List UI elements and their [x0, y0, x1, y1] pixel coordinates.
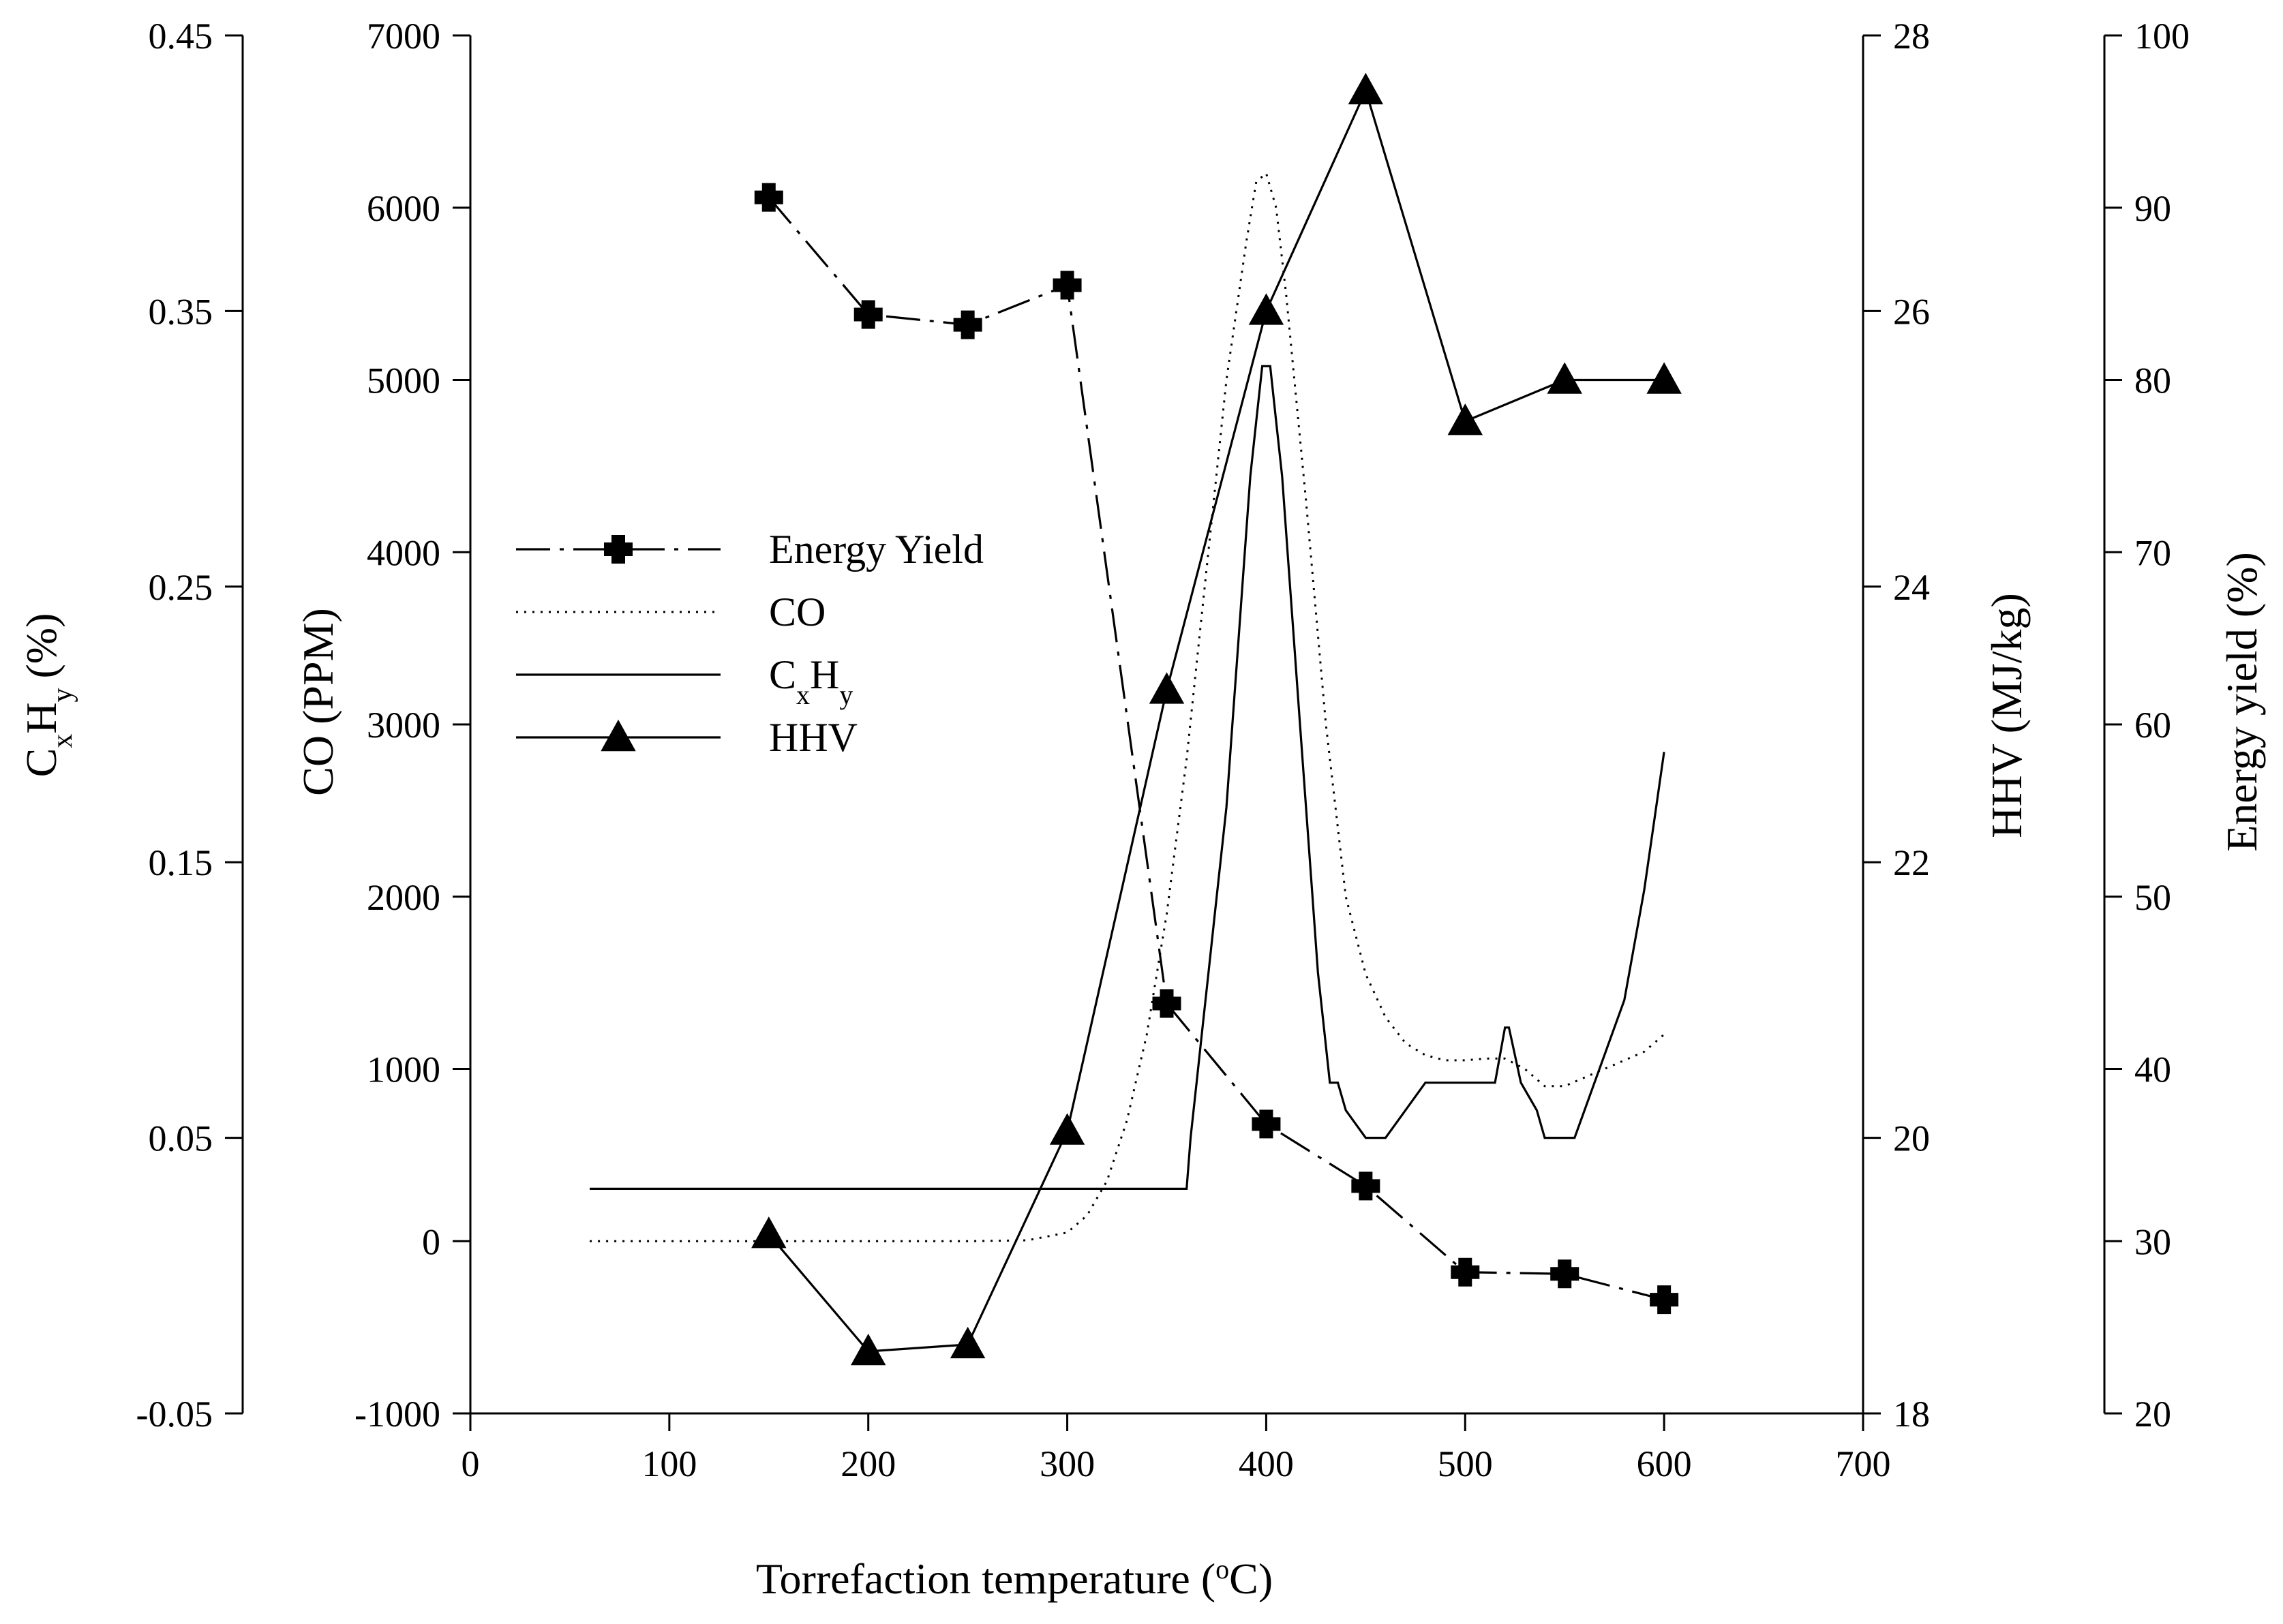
co-tick-label: 3000 — [367, 705, 440, 746]
energy_yield-tick-label: 30 — [2134, 1221, 2171, 1262]
energy-yield-marker — [1650, 1285, 1679, 1315]
x-tick-label: 700 — [1836, 1443, 1891, 1484]
energy_yield-tick-label: 80 — [2134, 361, 2171, 401]
energy-yield-marker — [754, 183, 783, 212]
cxhy-tick-label: 0.15 — [149, 842, 213, 883]
hhv-tick-label: 22 — [1893, 842, 1930, 883]
x-tick-label: 100 — [641, 1443, 697, 1484]
x-tick-label: 200 — [841, 1443, 896, 1484]
energy-yield-marker — [853, 300, 883, 329]
x-tick-label: 500 — [1438, 1443, 1493, 1484]
x-tick-label: 300 — [1040, 1443, 1095, 1484]
legend: Energy Yield CO CxHy HHV — [516, 527, 984, 760]
cxhy-axis-title: CxHy(%) — [17, 613, 78, 778]
energy_yield-tick-label: 50 — [2134, 877, 2171, 918]
cxhy-tick-label: 0.35 — [149, 291, 213, 332]
hhv-tick-label: 28 — [1893, 16, 1930, 57]
cxhy-tick-label: 0.45 — [149, 16, 213, 57]
energy-yield-marker — [953, 310, 982, 339]
series-group — [590, 72, 1682, 1366]
cxhy-tick-label: 0.05 — [149, 1118, 213, 1159]
series-hhv — [751, 72, 1682, 1366]
series-co — [590, 171, 1665, 1242]
co-axis-title: CO (PPM) — [294, 608, 342, 796]
hhv-marker — [1547, 362, 1582, 394]
hhv-marker — [851, 1333, 886, 1366]
legend-marker-energy_yield — [604, 535, 633, 564]
legend-item-energy_yield: Energy Yield — [516, 527, 984, 572]
hhv-marker — [1149, 672, 1185, 704]
legend-label-co: CO — [769, 589, 826, 634]
energy_yield-tick-label: 90 — [2134, 188, 2171, 229]
energy-yield-marker — [1152, 989, 1181, 1018]
hhv-marker — [1348, 72, 1384, 105]
co-tick-label: 7000 — [367, 16, 440, 57]
co-tick-label: 1000 — [367, 1050, 440, 1090]
co-tick-label: 4000 — [367, 532, 440, 573]
hhv-marker — [1447, 403, 1483, 435]
co-tick-label: -1000 — [354, 1394, 440, 1435]
co-tick-label: 0 — [422, 1221, 440, 1262]
co-tick-label: 6000 — [367, 188, 440, 229]
hhv-marker — [751, 1216, 787, 1248]
energy-yield-marker — [1451, 1257, 1480, 1287]
energy-yield-marker — [1550, 1259, 1579, 1289]
energy-yield-axis-title: Energy yield (%) — [2218, 552, 2266, 852]
energy_yield-tick-label: 40 — [2134, 1050, 2171, 1090]
energy-yield-line — [768, 196, 1665, 1301]
legend-marker-hhv — [601, 719, 636, 752]
x-tick-label: 600 — [1637, 1443, 1692, 1484]
axes-group: 0 100 200 300 400 500 600 700-0.050.050.150.250… — [136, 16, 2190, 1484]
x-axis-title: Torrefaction temperature (oC) — [756, 1554, 1273, 1604]
energy_yield-tick-label: 70 — [2134, 532, 2171, 573]
hhv-axis-title: HHV (MJ/kg) — [1982, 593, 2031, 838]
energy-yield-marker — [1053, 271, 1082, 300]
series-energy-yield — [754, 183, 1679, 1315]
energy_yield-tick-label: 20 — [2134, 1394, 2171, 1435]
legend-label-energy_yield: Energy Yield — [769, 527, 984, 572]
hhv-line — [768, 87, 1665, 1353]
energy-yield-marker — [1252, 1109, 1281, 1139]
hhv-marker — [1049, 1113, 1085, 1145]
hhv-tick-label: 26 — [1893, 291, 1930, 332]
co-tick-label: 5000 — [367, 361, 440, 401]
hhv-marker — [1248, 293, 1284, 325]
co-line — [590, 171, 1665, 1242]
co-tick-label: 2000 — [367, 877, 440, 918]
legend-item-hhv: HHV — [516, 715, 858, 760]
hhv-marker — [950, 1326, 986, 1359]
hhv-tick-label: 18 — [1893, 1394, 1930, 1435]
legend-item-co: CO — [516, 589, 826, 634]
series-cxhy — [590, 365, 1665, 1191]
cxhy-line — [590, 365, 1665, 1191]
cxhy-tick-label: -0.05 — [136, 1394, 213, 1435]
energy_yield-tick-label: 60 — [2134, 705, 2171, 746]
x-tick-label: 0 — [462, 1443, 480, 1484]
hhv-marker — [1646, 362, 1682, 394]
hhv-tick-label: 24 — [1893, 567, 1930, 608]
hhv-tick-label: 20 — [1893, 1118, 1930, 1159]
energy-yield-marker — [1351, 1171, 1380, 1201]
legend-label-hhv: HHV — [769, 715, 858, 760]
legend-item-cxhy: CxHy — [516, 652, 853, 710]
x-tick-label: 400 — [1239, 1443, 1294, 1484]
legend-label-cxhy: CxHy — [769, 652, 853, 710]
cxhy-tick-label: 0.25 — [149, 567, 213, 608]
energy_yield-tick-label: 100 — [2134, 16, 2190, 57]
